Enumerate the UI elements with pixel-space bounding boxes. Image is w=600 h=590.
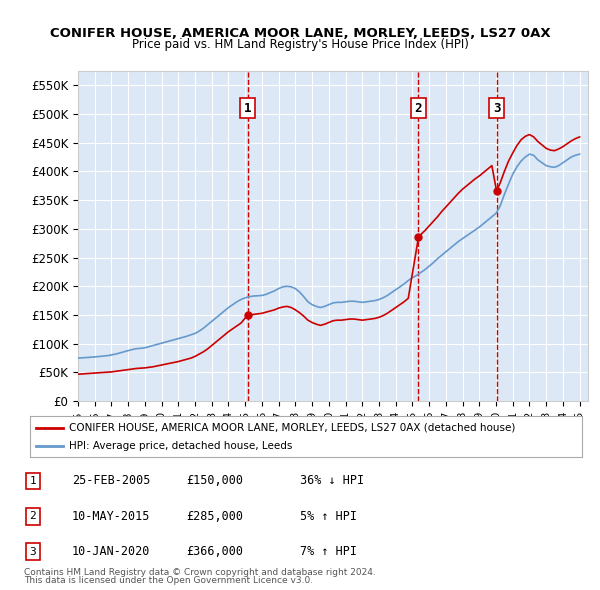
Text: 3: 3 [493,101,500,114]
Text: HPI: Average price, detached house, Leeds: HPI: Average price, detached house, Leed… [68,441,292,451]
Text: 10-MAY-2015: 10-MAY-2015 [72,510,151,523]
Text: £285,000: £285,000 [186,510,243,523]
Text: Price paid vs. HM Land Registry's House Price Index (HPI): Price paid vs. HM Land Registry's House … [131,38,469,51]
Text: 36% ↓ HPI: 36% ↓ HPI [300,474,364,487]
Text: 2: 2 [29,512,37,521]
Text: 1: 1 [29,476,37,486]
Text: £150,000: £150,000 [186,474,243,487]
Text: 5% ↑ HPI: 5% ↑ HPI [300,510,357,523]
Text: This data is licensed under the Open Government Licence v3.0.: This data is licensed under the Open Gov… [24,576,313,585]
Text: 1: 1 [244,101,251,114]
Text: CONIFER HOUSE, AMERICA MOOR LANE, MORLEY, LEEDS, LS27 0AX: CONIFER HOUSE, AMERICA MOOR LANE, MORLEY… [50,27,550,40]
Text: 25-FEB-2005: 25-FEB-2005 [72,474,151,487]
Text: 2: 2 [415,101,422,114]
Text: 3: 3 [29,547,37,556]
Text: CONIFER HOUSE, AMERICA MOOR LANE, MORLEY, LEEDS, LS27 0AX (detached house): CONIFER HOUSE, AMERICA MOOR LANE, MORLEY… [68,422,515,432]
Text: 7% ↑ HPI: 7% ↑ HPI [300,545,357,558]
Text: £366,000: £366,000 [186,545,243,558]
Text: Contains HM Land Registry data © Crown copyright and database right 2024.: Contains HM Land Registry data © Crown c… [24,568,376,577]
Text: 10-JAN-2020: 10-JAN-2020 [72,545,151,558]
